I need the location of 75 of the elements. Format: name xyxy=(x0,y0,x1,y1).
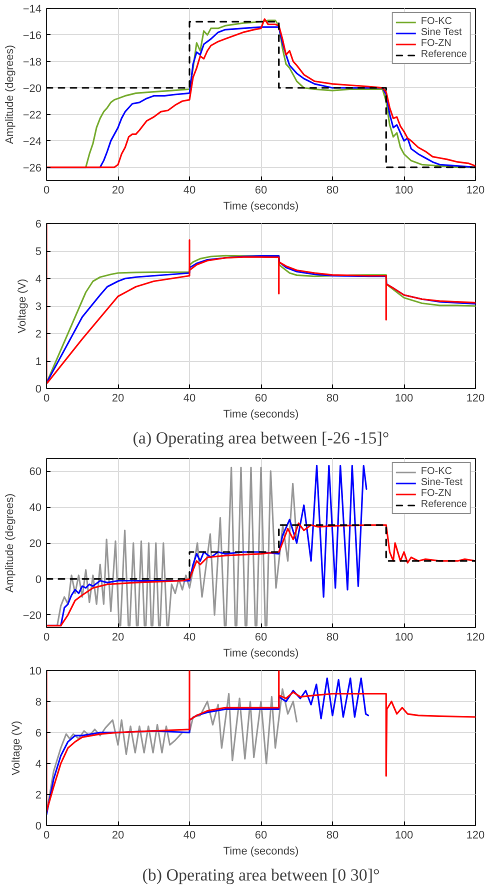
y-tick-label: −20 xyxy=(22,82,42,95)
y-axis-title: Amplitude (degrees) xyxy=(4,44,16,144)
y-tick-label: 40 xyxy=(29,502,42,514)
x-tick-label: 40 xyxy=(183,632,196,644)
text: (a) Operating area between [-26 -15]° xyxy=(132,428,390,448)
y-tick-label: 3 xyxy=(35,301,42,313)
y-tick-label: 6 xyxy=(35,728,42,740)
y-tick-label: −18 xyxy=(22,56,42,68)
y-tick-label: −20 xyxy=(22,610,42,622)
y-tick-label: 1 xyxy=(35,356,42,368)
x-tick-label: 0 xyxy=(43,830,50,842)
y-tick-label: −14 xyxy=(22,4,42,16)
y-tick-label: 2 xyxy=(35,328,42,340)
x-tick-label: 80 xyxy=(326,830,339,842)
x-tick-label: 120 xyxy=(466,184,485,196)
x-tick-label: 80 xyxy=(326,392,339,404)
y-tick-label: −26 xyxy=(22,162,42,174)
x-tick-label: 100 xyxy=(394,184,414,196)
x-tick-label: 40 xyxy=(183,184,196,196)
legend-label: FO-ZN xyxy=(420,488,452,499)
y-tick-label: 2 xyxy=(35,790,42,802)
legend-label: FO-KC xyxy=(420,16,452,27)
x-tick-label: 20 xyxy=(112,184,124,196)
x-tick-label: 60 xyxy=(254,184,268,196)
x-tick-label: 80 xyxy=(326,632,339,644)
y-tick-label: 20 xyxy=(29,538,42,550)
legend-label: FO-KC xyxy=(420,466,452,477)
line-series xyxy=(46,522,476,626)
line-series xyxy=(46,224,476,384)
x-tick-label: 120 xyxy=(466,632,485,644)
legend-label: Reference xyxy=(420,499,467,510)
x-tick-label: 60 xyxy=(254,392,268,404)
y-tick-label: 60 xyxy=(29,466,42,478)
x-axis-title: Time (seconds) xyxy=(223,408,299,420)
y-tick-label: 0 xyxy=(35,384,42,396)
x-tick-label: 20 xyxy=(112,392,124,404)
x-tick-label: 120 xyxy=(466,830,485,842)
y-tick-label: 0 xyxy=(35,820,42,832)
y-axis-title: Amplitude (degrees) xyxy=(4,493,16,593)
legend-label: Sine Test xyxy=(420,27,462,38)
x-tick-label: 0 xyxy=(43,632,50,644)
y-tick-label: 6 xyxy=(35,218,42,230)
x-tick-label: 120 xyxy=(466,392,485,404)
y-tick-label: 5 xyxy=(35,246,42,258)
y-tick-label: −24 xyxy=(22,136,42,148)
legend-label: FO-ZN xyxy=(420,38,452,49)
x-axis-title: Time (seconds) xyxy=(223,200,299,212)
x-tick-label: 20 xyxy=(112,830,124,842)
x-axis-title: Time (seconds) xyxy=(223,648,299,660)
x-axis-title: Time (seconds) xyxy=(223,846,299,858)
x-tick-label: 80 xyxy=(326,184,339,196)
text: (b) Operating area between [0 30]° xyxy=(142,866,380,884)
x-tick-label: 100 xyxy=(394,632,414,644)
y-tick-label: −16 xyxy=(22,30,42,42)
x-tick-label: 100 xyxy=(394,392,414,404)
y-tick-label: 0 xyxy=(35,574,42,586)
y-tick-label: 10 xyxy=(29,666,42,678)
x-tick-label: 0 xyxy=(43,392,50,404)
x-tick-label: 20 xyxy=(112,632,124,644)
y-axis-title: Voltage (V) xyxy=(16,278,28,334)
y-tick-label: −22 xyxy=(22,109,42,122)
y-tick-label: 4 xyxy=(35,758,42,770)
legend-label: Sine-Test xyxy=(420,477,463,488)
y-tick-label: 8 xyxy=(35,696,42,708)
x-tick-label: 60 xyxy=(254,632,268,644)
line-series xyxy=(46,670,476,812)
legend-label: Reference xyxy=(420,49,467,60)
x-tick-label: 0 xyxy=(43,184,50,196)
x-tick-label: 40 xyxy=(183,392,196,404)
x-tick-label: 40 xyxy=(183,830,196,842)
line-series xyxy=(46,677,370,816)
x-tick-label: 60 xyxy=(254,830,268,842)
x-tick-label: 100 xyxy=(394,830,414,842)
y-axis-title: Voltage (V) xyxy=(10,720,22,776)
y-tick-label: 4 xyxy=(35,274,42,286)
